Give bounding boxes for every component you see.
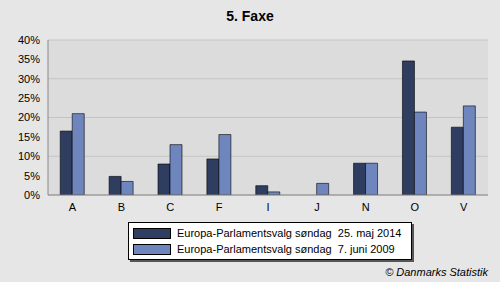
html-text:Europa-Parlamentsvalg søndag 2: Europa-Parlamentsvalg søndag 25. maj 201… — [177, 227, 402, 239]
svg-text:5%: 5% — [24, 170, 40, 182]
svg-text:O: O — [410, 201, 419, 213]
svg-text:0%: 0% — [24, 189, 40, 201]
svg-text:10%: 10% — [18, 150, 40, 162]
svg-text:30%: 30% — [18, 73, 40, 85]
svg-text:15%: 15% — [18, 131, 40, 143]
svg-text:25%: 25% — [18, 92, 40, 104]
svg-text:V: V — [460, 201, 468, 213]
html-text:© Danmarks Statistik: © Danmarks Statistik — [385, 266, 488, 278]
svg-text:B: B — [118, 201, 125, 213]
svg-text:20%: 20% — [18, 111, 40, 123]
html-text:5. Faxe: 5. Faxe — [226, 8, 274, 24]
svg-text:N: N — [362, 201, 370, 213]
svg-text:I: I — [266, 201, 269, 213]
svg-text:F: F — [216, 201, 223, 213]
svg-text:A: A — [69, 201, 77, 213]
svg-text:C: C — [166, 201, 174, 213]
svg-text:35%: 35% — [18, 53, 40, 65]
html-text:Europa-Parlamentsvalg søndag 7: Europa-Parlamentsvalg søndag 7. juni 200… — [177, 243, 395, 255]
svg-text:J: J — [314, 201, 320, 213]
svg-text:40%: 40% — [18, 34, 40, 46]
